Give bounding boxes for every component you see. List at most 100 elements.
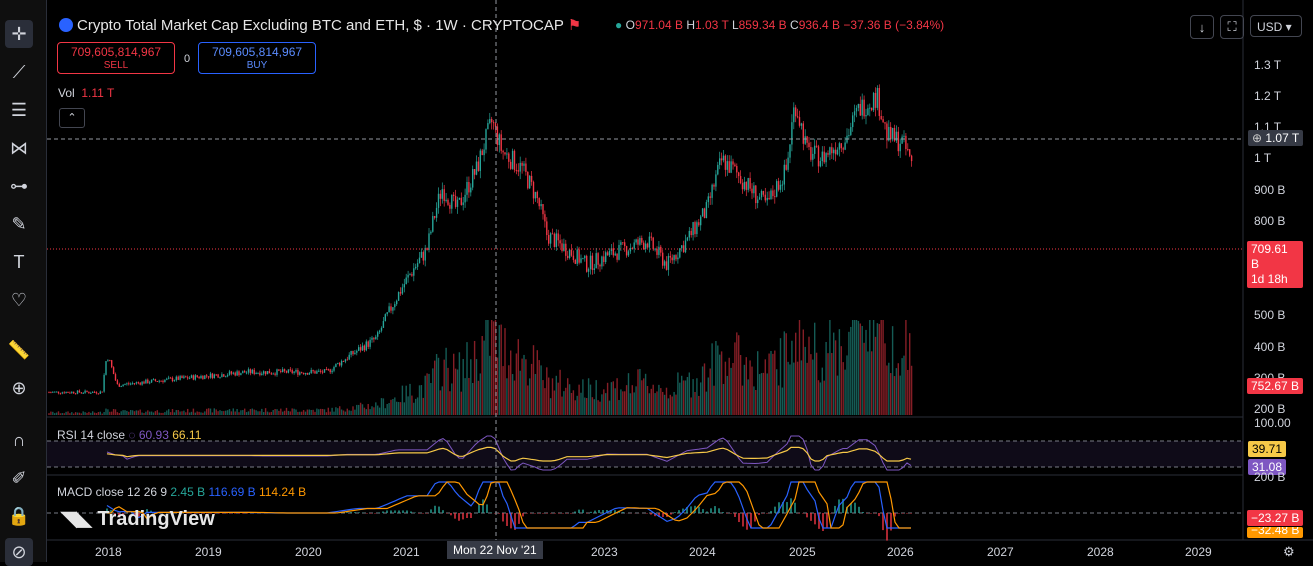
macd-histogram-bar [446, 513, 448, 514]
candle-body [227, 375, 228, 376]
buy-button[interactable]: 709,605,814,967 BUY [198, 42, 316, 74]
lock-icon[interactable]: 🔒 [5, 502, 33, 530]
volume-bar [92, 411, 93, 415]
volume-bar [307, 410, 308, 415]
volume-bar [428, 374, 429, 415]
tradingview-logo[interactable]: ◥◣ TradingView [61, 506, 215, 531]
macd-line-value: 116.69 B [208, 485, 255, 499]
candle-body [472, 169, 473, 188]
candle-body [723, 156, 724, 161]
volume-bar [867, 351, 868, 415]
macd-histogram-bar [242, 513, 244, 514]
volume-bar [822, 368, 823, 415]
collapse-legend-button[interactable]: ⌃ [59, 108, 85, 128]
macd-histogram-bar [774, 507, 776, 513]
trend-line-icon[interactable]: ⟋ [5, 58, 33, 86]
volume-bar [352, 406, 353, 415]
volume-bar [729, 358, 730, 415]
ruler-icon[interactable]: 📏 [5, 336, 33, 364]
candle-body [360, 347, 361, 350]
currency-select[interactable]: USD ▾ [1250, 15, 1302, 37]
candle-body [710, 196, 711, 198]
brush-icon[interactable]: ✎ [5, 210, 33, 238]
candle-body [181, 376, 182, 378]
candle-body [901, 137, 902, 144]
volume-bar [455, 369, 456, 415]
flag-icon[interactable]: ⚑ [568, 17, 581, 34]
candle-body [584, 256, 585, 258]
sell-price: 709,605,814,967 [58, 45, 174, 59]
text-icon[interactable]: T [5, 248, 33, 276]
candle-body [216, 374, 217, 375]
volume-bar [333, 412, 334, 415]
candle-body [208, 376, 209, 377]
candle-body [58, 392, 59, 394]
candle-body [780, 185, 781, 190]
volume-bar [124, 410, 125, 415]
zoom-icon[interactable]: ⊕ [5, 374, 33, 402]
volume-bar [846, 355, 847, 415]
pencil-lock-icon[interactable]: ✐ [5, 464, 33, 492]
download-icon[interactable]: ↓ [1190, 15, 1214, 39]
candle-body [793, 107, 794, 122]
volume-bar [60, 413, 61, 415]
volume-bar [160, 413, 161, 415]
candle-body [185, 376, 186, 377]
sell-button[interactable]: 709,605,814,967 SELL [57, 42, 175, 74]
volume-bar [419, 385, 420, 415]
magnet-icon[interactable]: ∩ [5, 426, 33, 454]
volume-bar [491, 320, 492, 415]
projection-icon[interactable]: ⊶ [5, 172, 33, 200]
volume-bar [172, 409, 173, 415]
fib-icon[interactable]: ☰ [5, 96, 33, 124]
candle-body [305, 373, 306, 374]
volume-bar [149, 412, 150, 415]
volume-bar [482, 336, 483, 415]
macd-histogram-bar [398, 510, 400, 513]
candle-body [512, 151, 513, 169]
macd-histogram-bar [478, 504, 480, 513]
macd-histogram-bar [354, 512, 356, 513]
macd-histogram-bar [230, 513, 232, 514]
pattern-icon[interactable]: ⋈ [5, 134, 33, 162]
candle-body [259, 373, 260, 375]
volume-bar [58, 411, 59, 415]
watermark-text: TradingView [97, 508, 214, 530]
volume-bar [331, 408, 332, 415]
volume-bar [436, 354, 437, 415]
candle-body [540, 204, 541, 206]
candle-body [542, 204, 543, 214]
candle-body [805, 136, 806, 143]
volume-bar [440, 390, 441, 415]
volume-bar [240, 410, 241, 415]
fullscreen-icon[interactable]: ⛶ [1220, 15, 1244, 39]
candle-body [791, 122, 792, 144]
volume-bar [143, 413, 144, 415]
volume-bar [786, 333, 787, 415]
chart-area[interactable]: Crypto Total Market Cap Excluding BTC an… [47, 0, 1313, 562]
volume-bar [459, 352, 460, 415]
candle-body [157, 381, 158, 382]
crosshair-icon[interactable]: ✛ [5, 20, 33, 48]
volume-bar [521, 359, 522, 415]
volume-bar [168, 409, 169, 415]
candle-body [368, 341, 369, 346]
candle-body [601, 256, 602, 266]
volume-bar [244, 409, 245, 415]
chart-canvas[interactable] [47, 0, 1313, 562]
add-alert-icon[interactable]: ⊕ [1252, 131, 1262, 145]
candle-body [649, 237, 650, 248]
candle-body [653, 238, 654, 250]
candle-body [238, 371, 239, 375]
volume-bar [242, 410, 243, 415]
volume-bar [546, 367, 547, 415]
volume-bar [825, 342, 826, 415]
heart-icon[interactable]: ♡ [5, 286, 33, 314]
candle-body [96, 392, 97, 393]
volume-bar [892, 326, 893, 415]
candle-body [124, 384, 125, 385]
candle-body [407, 275, 408, 278]
volume-bar [52, 412, 53, 415]
volume-bar [81, 413, 82, 415]
settings-gear-icon[interactable]: ⚙ [1283, 544, 1295, 560]
